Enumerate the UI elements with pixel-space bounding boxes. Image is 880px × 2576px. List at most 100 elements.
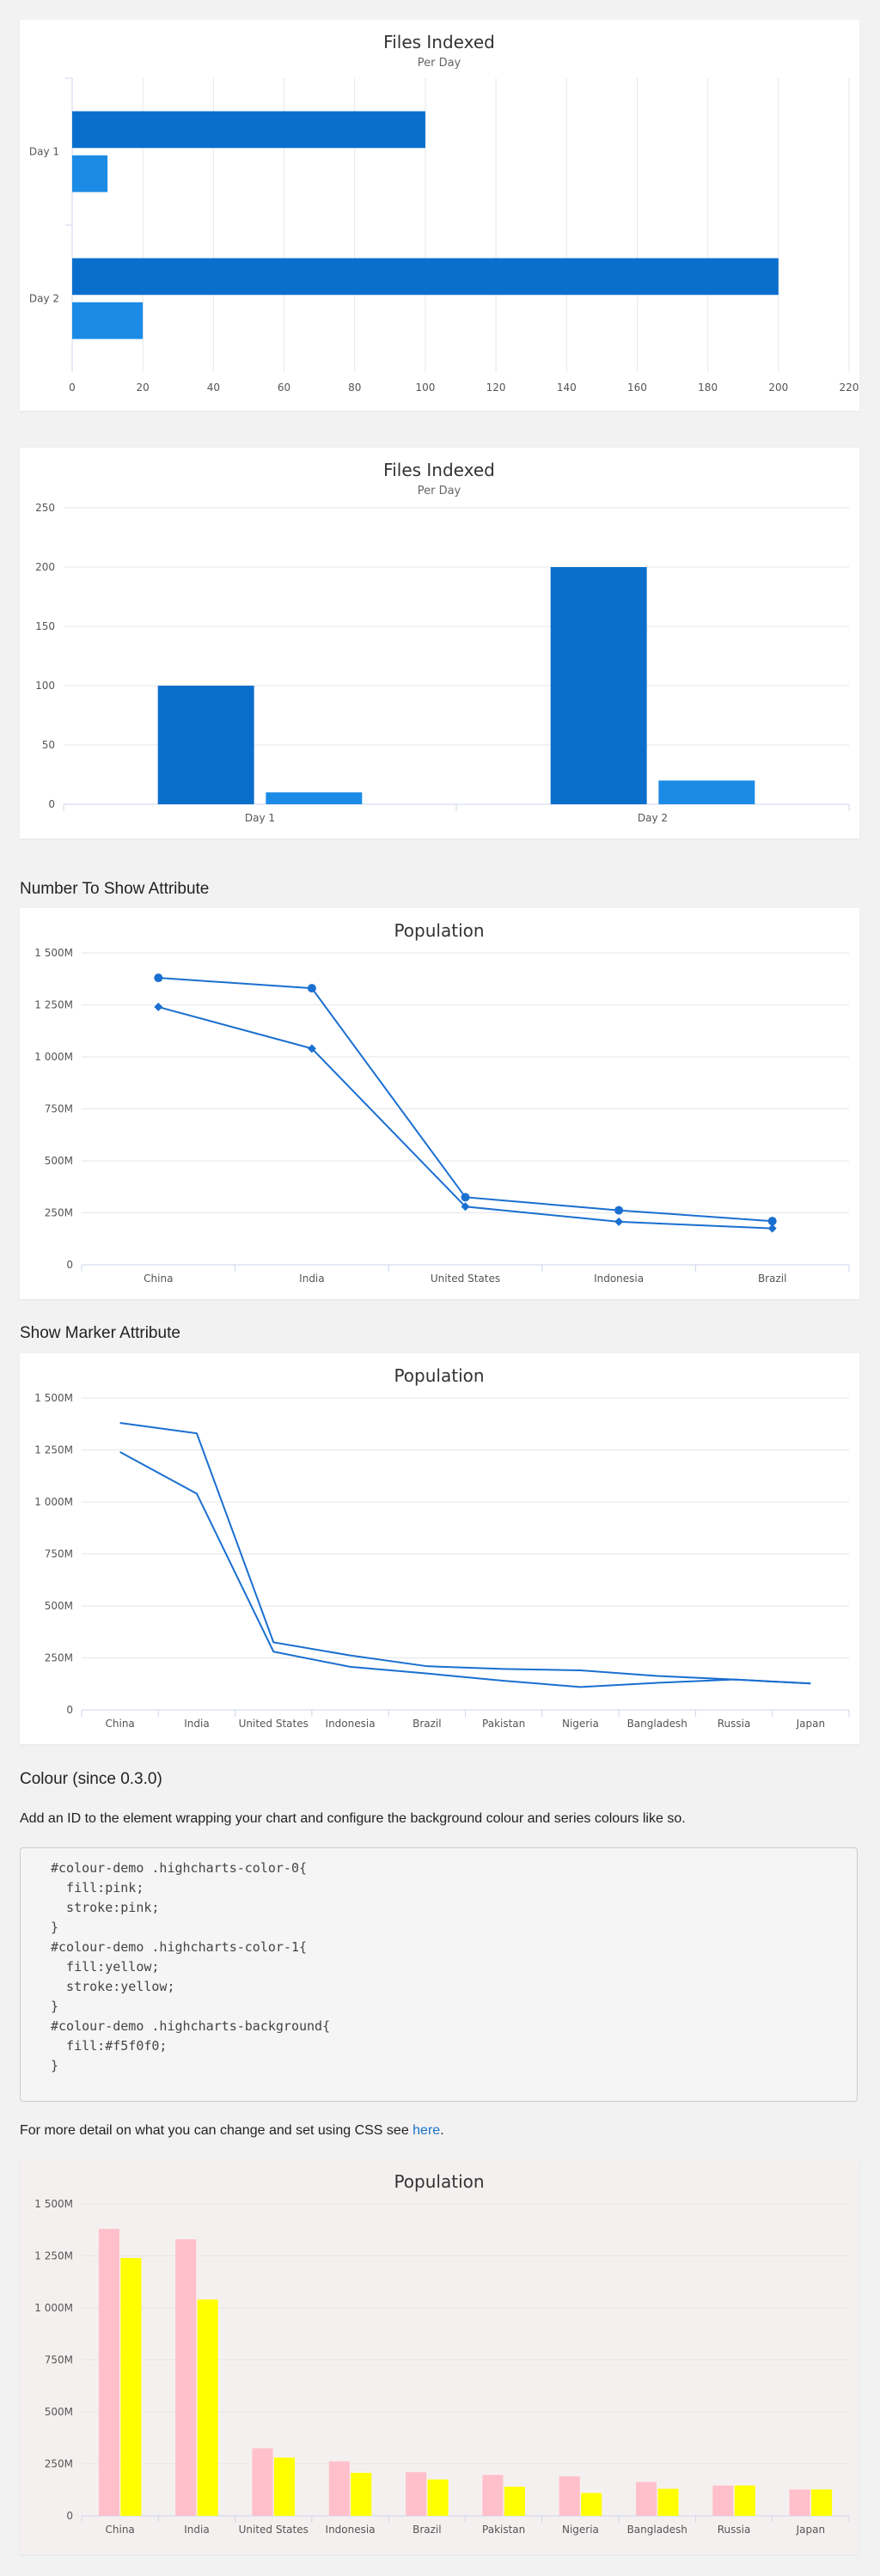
y-tick-label: 1 000M bbox=[34, 1051, 73, 1063]
y-tick-label: 1 250M bbox=[34, 1444, 73, 1456]
chart-title: Population bbox=[394, 1365, 484, 1386]
code-line: stroke:pink; bbox=[51, 1900, 160, 1915]
bar bbox=[120, 2257, 142, 2516]
y-category-label: Day 1 bbox=[29, 146, 59, 158]
y-tick-label: 250M bbox=[45, 1652, 73, 1664]
population-line-chart-no-markers: Population 0 250M 500M 750M 1 000M 1 250M 1 500… bbox=[34, 1365, 850, 1730]
code-line: fill:yellow; bbox=[51, 1959, 160, 1975]
bar bbox=[581, 2493, 602, 2516]
y-tick-label: 0 bbox=[66, 1704, 73, 1716]
x-category-label: Day 1 bbox=[245, 812, 275, 824]
data-point-marker bbox=[614, 1206, 624, 1215]
x-tick-label: 120 bbox=[486, 382, 506, 394]
bar bbox=[658, 780, 755, 804]
css-detail-prefix: For more detail on what you can change a… bbox=[20, 2123, 413, 2138]
bar bbox=[427, 2479, 449, 2516]
series-line bbox=[119, 1451, 811, 1688]
code-line: fill:pink; bbox=[51, 1880, 144, 1895]
x-category-label: Indonesia bbox=[326, 2524, 376, 2536]
bar bbox=[98, 2229, 119, 2516]
data-point-marker bbox=[767, 1224, 777, 1233]
chart-subtitle: Per Day bbox=[418, 57, 461, 70]
data-point-marker bbox=[154, 1002, 163, 1011]
y-tick-label: 250M bbox=[45, 1207, 73, 1219]
bar bbox=[504, 2487, 525, 2516]
files-indexed-column-chart: Files Indexed Per Day 0 50 100 150 200 250 Day 1… bbox=[35, 460, 850, 824]
code-line: #colour-demo .highcharts-color-0{ bbox=[51, 1860, 308, 1876]
bar bbox=[197, 2299, 218, 2516]
data-point-marker bbox=[614, 1217, 624, 1226]
files-indexed-bar-chart: Files Indexed Per Day 0 20 40 60 80 100 120 140 16… bbox=[29, 32, 859, 394]
chart-card-population-markers: Population 0 250M 500M 750M 1 000M 1 250M 1 500… bbox=[20, 908, 859, 1299]
y-tick-label: 0 bbox=[66, 1259, 73, 1271]
css-detail-text: For more detail on what you can change a… bbox=[20, 2123, 444, 2139]
y-tick-label: 250M bbox=[45, 2458, 73, 2470]
code-line: fill:#f5f0f0; bbox=[51, 2038, 168, 2054]
x-category-label: Brazil bbox=[412, 1718, 441, 1730]
css-detail-suffix: . bbox=[440, 2123, 444, 2138]
series-line bbox=[119, 1422, 811, 1685]
x-category-label: China bbox=[106, 2524, 135, 2536]
x-tick-label: 20 bbox=[137, 382, 150, 394]
x-category-label: Pakistan bbox=[482, 1718, 525, 1730]
y-tick-label: 1 250M bbox=[34, 999, 73, 1011]
bar bbox=[635, 2481, 657, 2516]
y-category-label: Day 2 bbox=[29, 293, 59, 305]
x-category-label: Bangladesh bbox=[627, 2524, 688, 2536]
x-category-label: United States bbox=[239, 2524, 309, 2536]
x-tick-label: 80 bbox=[348, 382, 361, 394]
y-tick-label: 200 bbox=[35, 561, 55, 573]
x-category-label: Brazil bbox=[758, 1273, 787, 1285]
x-category-label: India bbox=[184, 1718, 209, 1730]
x-category-label: China bbox=[144, 1273, 173, 1285]
x-tick-label: 60 bbox=[278, 382, 290, 394]
x-category-label: United States bbox=[239, 1718, 309, 1730]
y-tick-label: 1 500M bbox=[34, 2198, 73, 2210]
colour-intro-text: Add an ID to the element wrapping your c… bbox=[20, 1811, 686, 1826]
bar bbox=[72, 302, 144, 339]
data-point-marker bbox=[461, 1193, 470, 1202]
y-tick-label: 500M bbox=[45, 2406, 73, 2418]
css-detail-link[interactable]: here bbox=[412, 2123, 441, 2138]
x-tick-label: 100 bbox=[415, 382, 435, 394]
x-tick-label: 180 bbox=[698, 382, 718, 394]
chart-title: Files Indexed bbox=[383, 32, 495, 52]
code-line: } bbox=[51, 1999, 59, 2014]
bar bbox=[712, 2485, 734, 2516]
section-heading-show-marker: Show Marker Attribute bbox=[20, 1324, 180, 1342]
x-category-label: Indonesia bbox=[594, 1273, 644, 1285]
x-category-label: Japan bbox=[796, 1718, 825, 1730]
section-heading-number-to-show: Number To Show Attribute bbox=[20, 880, 210, 898]
code-line: } bbox=[51, 2058, 59, 2073]
x-category-label: Bangladesh bbox=[627, 1718, 688, 1730]
x-tick-label: 140 bbox=[557, 382, 577, 394]
code-line: } bbox=[51, 1920, 59, 1935]
bar bbox=[406, 2472, 427, 2516]
x-category-label: India bbox=[184, 2524, 209, 2536]
y-tick-label: 50 bbox=[42, 739, 55, 751]
x-category-label: Nigeria bbox=[562, 1718, 599, 1730]
x-tick-label: 200 bbox=[768, 382, 788, 394]
bar bbox=[657, 2488, 679, 2516]
y-tick-label: 150 bbox=[35, 620, 55, 632]
chart-subtitle: Per Day bbox=[418, 485, 461, 497]
series-line bbox=[158, 977, 773, 1223]
bar bbox=[72, 258, 779, 296]
data-point-marker bbox=[307, 984, 316, 993]
y-tick-label: 0 bbox=[66, 2510, 73, 2522]
y-tick-label: 500M bbox=[45, 1600, 73, 1612]
bar bbox=[550, 567, 647, 804]
data-point-marker bbox=[154, 974, 163, 983]
x-category-label: Nigeria bbox=[562, 2524, 599, 2536]
data-point-marker bbox=[307, 1044, 316, 1053]
x-category-label: Indonesia bbox=[326, 1718, 376, 1730]
y-tick-label: 100 bbox=[35, 680, 55, 692]
x-category-label: Brazil bbox=[412, 2524, 441, 2536]
data-point-marker bbox=[767, 1217, 777, 1226]
x-category-label: Japan bbox=[796, 2524, 825, 2536]
y-tick-label: 750M bbox=[45, 2354, 73, 2366]
bar bbox=[789, 2489, 810, 2516]
bar bbox=[273, 2457, 296, 2516]
css-code-block: #colour-demo .highcharts-color-0{ fill:p… bbox=[20, 1847, 858, 2102]
y-tick-label: 250 bbox=[35, 502, 55, 514]
